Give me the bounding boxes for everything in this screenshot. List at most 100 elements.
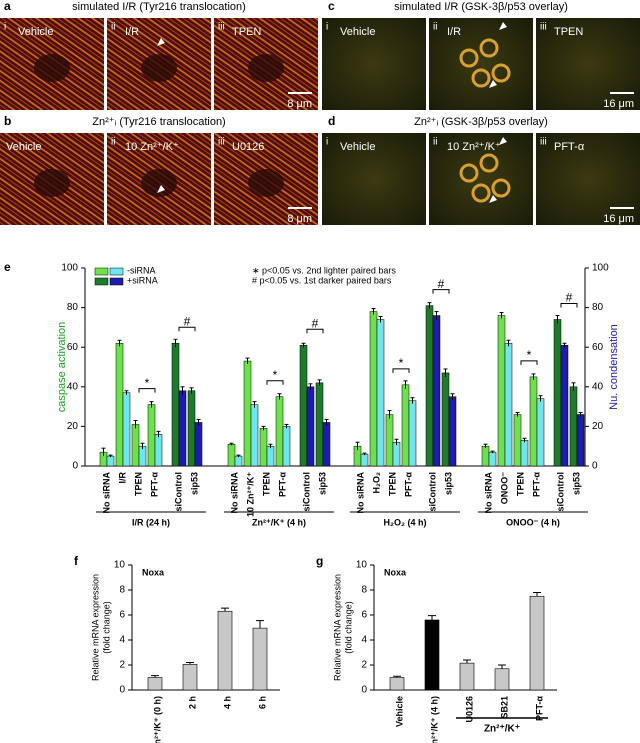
bar <box>529 376 538 467</box>
arrowhead <box>157 38 165 46</box>
y-tick-label: 8 <box>119 585 125 596</box>
bar <box>360 453 369 467</box>
bar <box>259 428 268 467</box>
x-tick-label: TPEN <box>133 472 143 496</box>
bar <box>488 451 497 467</box>
micrograph <box>429 133 533 225</box>
bar <box>459 662 475 691</box>
y2-tick-label: 100 <box>592 263 609 274</box>
y-tick-label: 0 <box>119 685 125 696</box>
scale-bar-label: 16 μm <box>603 98 634 110</box>
bar <box>569 386 578 467</box>
x-tick-label: ONOO⁻ <box>499 472 509 505</box>
arrowhead <box>499 22 507 30</box>
bar <box>385 414 394 467</box>
bar <box>275 396 284 467</box>
bar <box>106 455 115 467</box>
x-tick-label: PFT-α <box>403 472 413 497</box>
arrowhead <box>489 195 497 203</box>
image-label: I/R <box>125 26 139 38</box>
chart-title: Noxa <box>384 567 407 577</box>
legend-swatch <box>94 277 109 286</box>
x-tick-label: siControl <box>173 472 183 512</box>
group-label: I/R (24 h) <box>132 517 170 527</box>
significance-label: * <box>273 368 278 382</box>
significance-bracket <box>432 289 450 294</box>
bar <box>424 619 440 691</box>
annotation: # p<0.05 vs. 1st darker paired bars <box>252 275 392 285</box>
x-tick-label: 10 Zn²⁺/K⁺ (0 h) <box>152 696 162 743</box>
bar <box>299 344 308 467</box>
nucleus <box>34 169 70 197</box>
image-numeral: iii <box>218 22 225 33</box>
bar <box>243 360 252 467</box>
bar <box>529 595 545 691</box>
image-numeral: iii <box>218 137 225 148</box>
y-tick-label: 10 <box>114 560 126 571</box>
y-axis-label: Relative mRNA expression <box>90 574 100 681</box>
x-tick-label: No siRNA <box>483 472 493 514</box>
chart-title: Noxa <box>142 567 165 577</box>
group-label: ONOO⁻ (4 h) <box>506 517 560 527</box>
bar <box>217 610 233 691</box>
x-tick-label: 10 Zn²⁺/K⁺ <box>245 472 255 517</box>
y-tick-label: 80 <box>67 302 79 313</box>
bar <box>441 372 450 467</box>
micrograph <box>429 18 533 110</box>
bar <box>494 668 510 691</box>
bar <box>448 396 457 467</box>
bar <box>315 382 324 467</box>
x-tick-label: sip53 <box>189 472 199 495</box>
scale-bar-label: 8 μm <box>287 213 312 225</box>
cell <box>471 183 491 203</box>
significance-label: * <box>527 348 532 362</box>
image-numeral: ii <box>433 137 437 148</box>
significance-bracket <box>520 360 538 365</box>
panel-letter: c <box>328 0 335 13</box>
significance-label: # <box>184 314 191 328</box>
panel-title: Zn²⁺ᵢ (Tyr216 translocation) <box>92 116 225 128</box>
y2-tick-label: 80 <box>592 302 604 313</box>
bar <box>227 443 236 467</box>
bar <box>252 627 268 691</box>
y-tick-label: 4 <box>119 635 125 646</box>
bar <box>306 386 315 467</box>
x-tick-label: 4 h <box>222 696 232 709</box>
bar <box>147 404 156 467</box>
y-axis-label: caspase activation <box>56 322 68 413</box>
bar <box>147 677 163 691</box>
legend-swatch <box>109 267 124 276</box>
image-label: I/R <box>447 26 461 38</box>
x-tick-label: 10 Zn²⁺/K⁺ (4 h) <box>429 696 439 743</box>
arrowhead <box>499 137 507 145</box>
bar <box>432 315 441 467</box>
x-tick-label: 6 h <box>257 696 267 709</box>
y-tick-label: 20 <box>67 421 79 432</box>
scale-bar-label: 16 μm <box>603 213 634 225</box>
nucleus <box>248 169 284 197</box>
image-numeral: ii <box>111 22 115 33</box>
bar <box>520 440 529 467</box>
image-label: 10 Zn²⁺/K⁺ <box>125 141 179 153</box>
image-label: Vehicle <box>18 26 53 38</box>
x-tick-label: No siRNA <box>101 472 111 514</box>
significance-bracket <box>138 388 156 393</box>
legend-label: +siRNA <box>127 275 158 285</box>
x-tick-label: Vehicle <box>394 696 404 727</box>
nucleus <box>141 54 177 82</box>
bar <box>425 305 434 467</box>
image-numeral: i <box>326 137 328 148</box>
group-label: H₂O₂ (4 h) <box>384 517 427 527</box>
x-tick-label: TPEN <box>261 472 271 496</box>
image-label: Vehicle <box>340 141 375 153</box>
micrograph <box>536 18 640 110</box>
image-numeral: i <box>4 22 6 33</box>
significance-bracket <box>178 326 196 332</box>
bar <box>536 398 545 467</box>
bar <box>408 400 417 467</box>
arrowhead <box>157 185 165 193</box>
y2-tick-label: 20 <box>592 421 604 432</box>
image-numeral: ii <box>433 22 437 33</box>
bar <box>576 414 585 467</box>
bar <box>322 422 331 467</box>
